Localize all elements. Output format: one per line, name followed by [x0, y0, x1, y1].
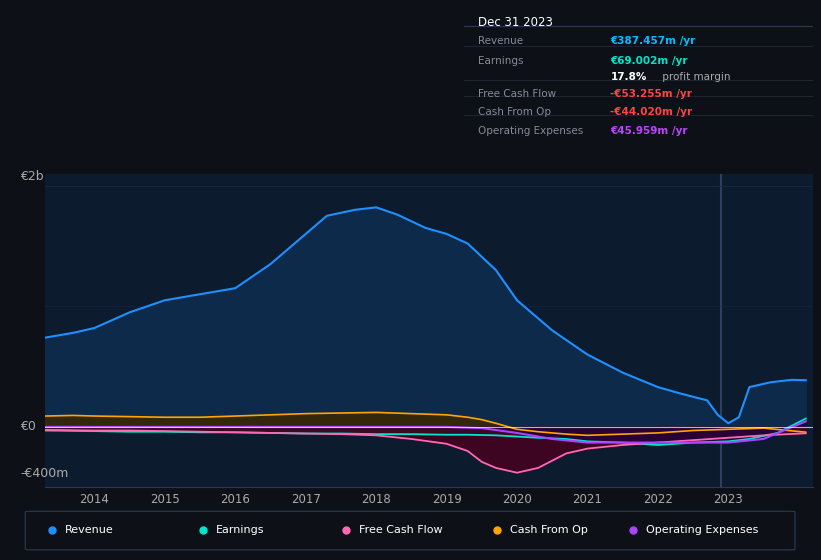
Text: -€44.020m /yr: -€44.020m /yr — [610, 108, 693, 117]
Text: Free Cash Flow: Free Cash Flow — [478, 88, 556, 99]
Text: €387.457m /yr: €387.457m /yr — [610, 36, 695, 46]
Text: €45.959m /yr: €45.959m /yr — [610, 126, 688, 136]
Text: profit margin: profit margin — [659, 72, 731, 82]
Text: Revenue: Revenue — [65, 525, 113, 535]
Text: -€400m: -€400m — [21, 466, 69, 480]
Text: Earnings: Earnings — [216, 525, 264, 535]
Text: Earnings: Earnings — [478, 57, 523, 67]
Text: €69.002m /yr: €69.002m /yr — [610, 57, 688, 67]
Text: €0: €0 — [21, 421, 36, 433]
Text: Operating Expenses: Operating Expenses — [646, 525, 759, 535]
Text: Revenue: Revenue — [478, 36, 523, 46]
FancyBboxPatch shape — [25, 511, 795, 550]
Text: Cash From Op: Cash From Op — [510, 525, 588, 535]
Text: €2b: €2b — [21, 170, 44, 183]
Text: Free Cash Flow: Free Cash Flow — [359, 525, 443, 535]
Text: 17.8%: 17.8% — [610, 72, 647, 82]
Text: Operating Expenses: Operating Expenses — [478, 126, 583, 136]
Text: Cash From Op: Cash From Op — [478, 108, 551, 117]
Text: -€53.255m /yr: -€53.255m /yr — [610, 88, 692, 99]
Text: Dec 31 2023: Dec 31 2023 — [478, 16, 553, 29]
